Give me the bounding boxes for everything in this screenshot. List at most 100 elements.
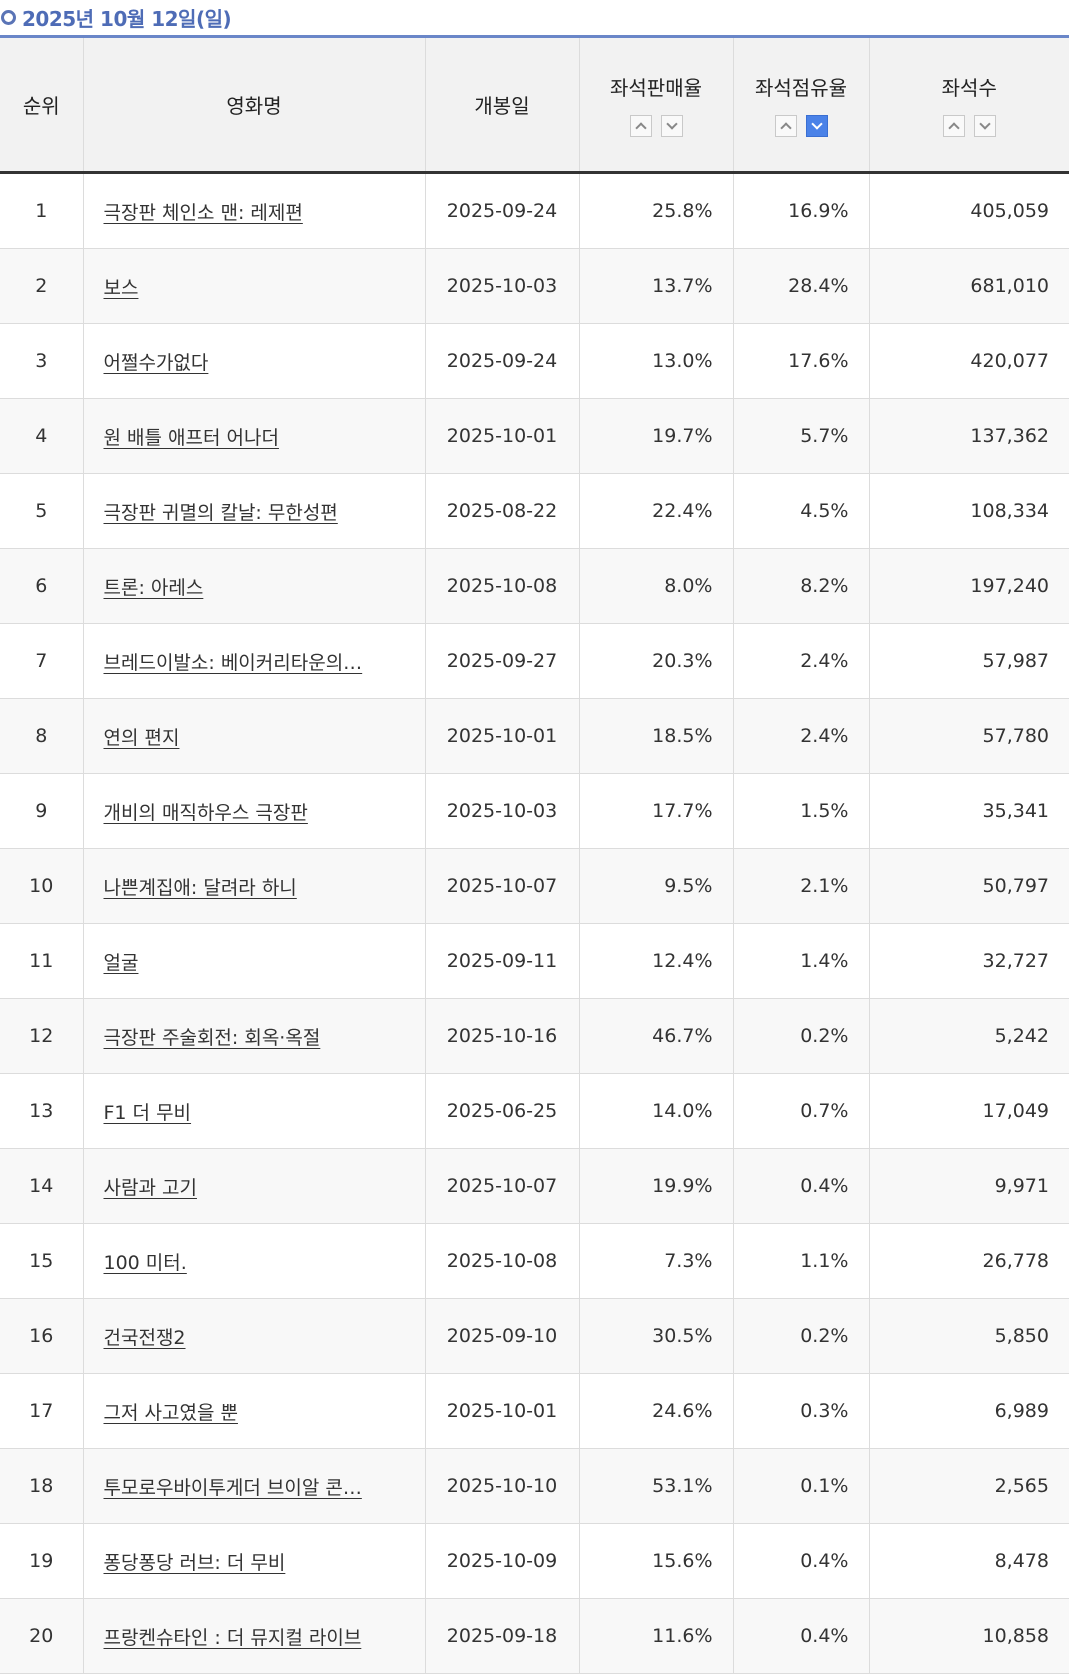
circle-bullet-icon [1,10,16,25]
seat-count-cell: 57,987 [869,623,1069,699]
release-date-cell: 2025-10-08 [425,548,580,624]
movie-title-link[interactable]: 브레드이발소: 베이커리타운의… [103,651,363,674]
movie-title-cell: 사람과 고기 [83,1148,426,1224]
movie-title-cell: 프랑켄슈타인 : 더 뮤지컬 라이브 [83,1598,426,1674]
seat-sales-rate-cell: 12.4% [579,923,734,999]
table-row: 14 사람과 고기 2025-10-07 19.9% 0.4% 9,971 [0,1148,1069,1224]
table-row: 8 연의 편지 2025-10-01 18.5% 2.4% 57,780 [0,698,1069,774]
sort-asc-button[interactable] [774,115,797,137]
sort-asc-button[interactable] [942,115,965,137]
seat-sales-rate-cell: 15.6% [579,1523,734,1599]
movie-title-link[interactable]: 투모로우바이투게더 브이알 콘… [103,1476,362,1499]
movie-title-link[interactable]: 보스 [103,276,139,299]
release-date-cell: 2025-10-01 [425,1373,580,1449]
seat-sales-rate-cell: 18.5% [579,698,734,774]
seat-count-cell: 10,858 [869,1598,1069,1674]
chevron-down-icon [665,118,678,130]
seat-sales-rate-cell: 9.5% [579,848,734,924]
table-row: 2 보스 2025-10-03 13.7% 28.4% 681,010 [0,248,1069,324]
column-header-label: 좌석수 [941,76,997,100]
table-row: 15 100 미터. 2025-10-08 7.3% 1.1% 26,778 [0,1223,1069,1299]
movie-title-link[interactable]: 연의 편지 [103,726,180,749]
rank-cell: 16 [0,1298,84,1374]
rank-cell: 12 [0,998,84,1074]
movie-title-link[interactable]: 원 배틀 애프터 어나더 [103,426,279,449]
seat-sales-rate-cell: 13.0% [579,323,734,399]
sort-desc-button[interactable] [973,115,996,137]
seat-count-cell: 9,971 [869,1148,1069,1224]
release-date-cell: 2025-09-27 [425,623,580,699]
movie-title-link[interactable]: 트론: 아레스 [103,576,204,599]
seat-count-cell: 35,341 [869,773,1069,849]
movie-title-link[interactable]: 건국전쟁2 [103,1326,186,1349]
table-header-row: 순위 영화명 개봉일 좌석판매율 좌석점유율 [0,38,1069,174]
movie-title-link[interactable]: 퐁당퐁당 러브: 더 무비 [103,1551,286,1574]
movie-title-link[interactable]: 얼굴 [103,951,139,974]
rank-cell: 10 [0,848,84,924]
seat-count-cell: 197,240 [869,548,1069,624]
seat-share-rate-cell: 1.1% [733,1223,870,1299]
seat-share-rate-cell: 2.4% [733,623,870,699]
seat-sales-rate-cell: 25.8% [579,172,734,249]
release-date-cell: 2025-10-08 [425,1223,580,1299]
seat-sales-rate-cell: 30.5% [579,1298,734,1374]
table-row: 17 그저 사고였을 뿐 2025-10-01 24.6% 0.3% 6,989 [0,1373,1069,1449]
release-date-cell: 2025-09-11 [425,923,580,999]
movie-title-link[interactable]: 개비의 매직하우스 극장판 [103,801,308,824]
seat-sales-rate-cell: 53.1% [579,1448,734,1524]
seat-count-cell: 6,989 [869,1373,1069,1449]
seat-share-rate-cell: 0.3% [733,1373,870,1449]
movie-title-link[interactable]: 어쩔수가없다 [103,351,209,374]
movie-title-cell: 브레드이발소: 베이커리타운의… [83,623,426,699]
movie-title-cell: 투모로우바이투게더 브이알 콘… [83,1448,426,1524]
release-date-cell: 2025-09-24 [425,323,580,399]
sort-desc-button[interactable] [805,115,828,137]
movie-title-link[interactable]: 극장판 귀멸의 칼날: 무한성편 [103,501,338,524]
seat-count-cell: 32,727 [869,923,1069,999]
movie-title-cell: 100 미터. [83,1223,426,1299]
movie-title-link[interactable]: 프랑켄슈타인 : 더 뮤지컬 라이브 [103,1626,362,1649]
sort-desc-button[interactable] [660,115,683,137]
seat-sales-rate-cell: 19.7% [579,398,734,474]
sort-asc-button[interactable] [629,115,652,137]
release-date-cell: 2025-10-03 [425,248,580,324]
seat-sales-rate-cell: 14.0% [579,1073,734,1149]
seat-sales-rate-cell: 19.9% [579,1148,734,1224]
movie-title-cell: 퐁당퐁당 러브: 더 무비 [83,1523,426,1599]
movie-title-link[interactable]: 100 미터. [103,1251,187,1274]
seat-share-rate-cell: 0.2% [733,1298,870,1374]
seat-count-cell: 2,565 [869,1448,1069,1524]
seat-count-cell: 17,049 [869,1073,1069,1149]
chevron-up-icon [779,122,792,134]
rank-cell: 13 [0,1073,84,1149]
seat-sales-rate-cell: 17.7% [579,773,734,849]
seat-count-cell: 50,797 [869,848,1069,924]
seat-sales-rate-cell: 20.3% [579,623,734,699]
column-header-sales-rate: 좌석판매율 [579,38,734,174]
chevron-up-icon [634,122,647,134]
seat-share-rate-cell: 8.2% [733,548,870,624]
release-date-cell: 2025-08-22 [425,473,580,549]
release-date-cell: 2025-10-01 [425,698,580,774]
movie-title-link[interactable]: 그저 사고였을 뿐 [103,1401,238,1424]
table-body: 1 극장판 체인소 맨: 레제편 2025-09-24 25.8% 16.9% 405,0… [0,172,1069,1674]
movie-title-link[interactable]: 극장판 체인소 맨: 레제편 [103,201,303,224]
seat-share-rate-cell: 28.4% [733,248,870,324]
movie-title-link[interactable]: F1 더 무비 [103,1101,192,1124]
table-row: 12 극장판 주술회전: 회옥·옥절 2025-10-16 46.7% 0.2% 5,24… [0,998,1069,1074]
rank-cell: 19 [0,1523,84,1599]
table-row: 5 극장판 귀멸의 칼날: 무한성편 2025-08-22 22.4% 4.5% 108,… [0,473,1069,549]
movie-title-cell: 어쩔수가없다 [83,323,426,399]
rank-cell: 5 [0,473,84,549]
movie-title-link[interactable]: 사람과 고기 [103,1176,197,1199]
seat-share-rate-cell: 0.4% [733,1148,870,1224]
seat-share-rate-cell: 0.7% [733,1073,870,1149]
column-header-label: 순위 [22,94,60,118]
rank-cell: 9 [0,773,84,849]
column-header-label: 좌석점유율 [755,76,847,100]
movie-title-link[interactable]: 극장판 주술회전: 회옥·옥절 [103,1026,321,1049]
movie-title-link[interactable]: 나쁜계집애: 달려라 하니 [103,876,297,899]
movie-title-cell: F1 더 무비 [83,1073,426,1149]
column-header-release: 개봉일 [425,38,580,174]
release-date-cell: 2025-10-16 [425,998,580,1074]
